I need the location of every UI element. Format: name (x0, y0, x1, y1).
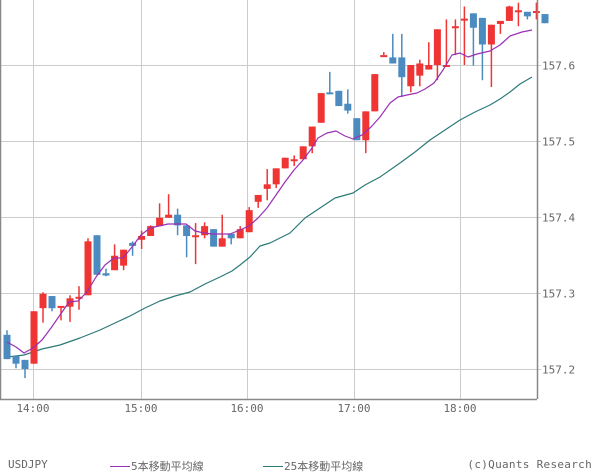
candle-up (254, 194, 262, 202)
candle-down (353, 118, 361, 141)
candle-down (389, 57, 397, 64)
candle-up (236, 229, 244, 239)
candle-up (272, 168, 280, 185)
candle-down (227, 233, 235, 239)
y-axis-labels: 157.2 157.3 157.4 157.5 157.6 (542, 60, 575, 377)
candle-down (174, 214, 182, 226)
candle-down (478, 17, 486, 45)
moving-average-path (6, 29, 533, 354)
candle-up (192, 235, 200, 238)
candle-down (129, 242, 137, 246)
candle-up (299, 146, 307, 160)
chart-footer: USDJPY 5本移動平均線 25本移動平均線 (c)Quants Resear… (0, 456, 600, 475)
candle-up (487, 24, 495, 45)
x-tick-label: 17:00 (337, 402, 370, 415)
y-tick-label: 157.3 (542, 288, 575, 301)
candle-down (344, 103, 352, 111)
copyright-credit: (c)Quants Research (467, 458, 592, 471)
candle-down (335, 90, 343, 107)
candle-up (407, 65, 415, 87)
candle-up (39, 293, 47, 309)
candle-up (218, 238, 226, 247)
candle-up (460, 18, 468, 21)
candle-down (469, 13, 477, 28)
candle-down (102, 273, 110, 276)
candle-up (66, 298, 74, 307)
candle-up (245, 210, 253, 233)
candle-down (326, 92, 334, 95)
legend-ma25-swatch (263, 465, 283, 467)
grid-lines (1, 0, 541, 399)
candle-down (93, 235, 101, 275)
candle-up (30, 311, 38, 364)
candle-up (317, 93, 325, 123)
ma5-line (6, 29, 533, 354)
y-tick-label: 157.4 (542, 212, 575, 225)
candle-up (380, 55, 388, 58)
legend-ma5-label: 5本移動平均線 (131, 460, 204, 473)
candle-up (416, 63, 424, 76)
candle-up (84, 241, 92, 296)
candle-down (48, 296, 56, 309)
candle-down (398, 57, 406, 78)
x-tick-label: 15:00 (124, 402, 157, 415)
candle-down (12, 356, 20, 364)
candle-up (362, 111, 370, 141)
candle-up (57, 305, 65, 308)
candle-up (505, 6, 513, 21)
x-axis-labels: 14:00 15:00 16:00 17:00 18:00 (16, 402, 476, 415)
candle-up (532, 11, 540, 14)
y-tick-label: 157.5 (542, 136, 575, 149)
candle-up (138, 236, 146, 240)
candle-up (111, 255, 119, 271)
candle-up (308, 126, 316, 147)
candle-up (425, 65, 433, 70)
legend-ma25: 25本移動平均線 (263, 458, 363, 474)
legend-ma5-swatch (110, 465, 130, 467)
axes (0, 0, 539, 401)
candle-down (523, 11, 531, 17)
candle-down (183, 225, 191, 236)
y-tick-label: 157.2 (542, 364, 575, 377)
moving-average-path (6, 76, 533, 358)
candles (3, 2, 549, 379)
candle-up (514, 10, 522, 13)
y-tick-label: 157.6 (542, 60, 575, 73)
candle-up (496, 20, 504, 24)
legend-ma25-label: 25本移動平均線 (284, 460, 364, 473)
candle-down (3, 334, 11, 360)
candle-up (201, 226, 209, 236)
ma25-line (6, 76, 533, 358)
x-tick-label: 16:00 (230, 402, 263, 415)
candle-up (433, 29, 441, 66)
candle-up (451, 26, 459, 29)
candle-up (156, 217, 164, 227)
symbol-label: USDJPY (8, 458, 48, 471)
legend-ma5: 5本移動平均線 (110, 458, 204, 474)
candle-up (165, 214, 173, 218)
candle-up (281, 157, 289, 169)
x-tick-label: 18:00 (443, 402, 476, 415)
candle-up (263, 184, 271, 189)
candle-down (210, 229, 218, 247)
candle-down (21, 359, 29, 369)
candle-up (290, 159, 298, 162)
candlestick-chart: 157.2 157.3 157.4 157.5 157.6 14:00 15:00 16:0… (0, 0, 575, 415)
x-tick-label: 14:00 (16, 402, 49, 415)
candle-up (371, 74, 379, 112)
candle-up (442, 65, 450, 67)
candle-up (75, 296, 83, 299)
candle-down (541, 14, 549, 24)
candle-up (147, 226, 155, 236)
